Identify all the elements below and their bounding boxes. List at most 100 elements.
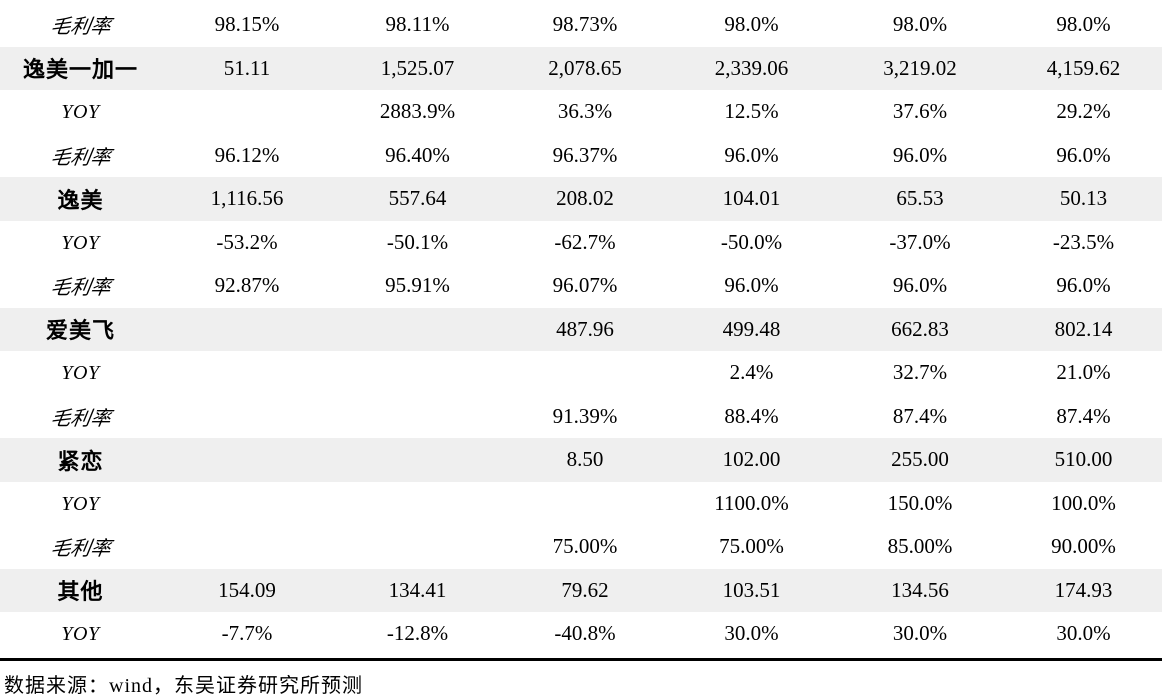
row-label-text: YOY [61, 362, 100, 385]
row-label: 其他 [0, 569, 161, 613]
cell-value [333, 482, 502, 526]
cell-value: 37.6% [892, 99, 948, 124]
cell-value: 21.0% [1056, 360, 1111, 385]
table-row: 毛利率 98.15% 98.11% 98.73% 98.0% 98.0% 98.0% [0, 3, 1162, 47]
cell-value: 1100.0% [714, 490, 789, 515]
cell-value: 174.93 [1054, 577, 1113, 602]
cell-value [502, 351, 668, 395]
cell-value: 96.40% [385, 142, 450, 167]
table-row: YOY -7.7% -12.8% -40.8% 30.0% 30.0% 30.0% [0, 612, 1162, 656]
cell-value [161, 308, 333, 352]
cell-value: -50.1% [386, 229, 449, 254]
row-label-text: 爱美飞 [45, 318, 115, 344]
row-label-text: 毛利率 [48, 146, 112, 169]
cell-value: 255.00 [891, 447, 949, 472]
cell-value: 96.12% [214, 142, 280, 167]
cell-value: 51.11 [223, 55, 271, 80]
cell-value [161, 438, 333, 482]
cell-value: 557.64 [388, 186, 447, 211]
cell-value: 208.02 [556, 186, 614, 211]
cell-value: 32.7% [892, 360, 948, 385]
cell-value: 8.50 [566, 447, 604, 472]
table-row: 逸美一加一 51.11 1,525.07 2,078.65 2,339.06 3,219.… [0, 46, 1162, 90]
cell-value: 36.3% [557, 99, 613, 124]
cell-value: 91.39% [552, 403, 618, 428]
row-label-text: YOY [61, 231, 100, 254]
table-row: YOY 2.4% 32.7% 21.0% [0, 351, 1162, 395]
cell-value: 2883.9% [379, 99, 456, 124]
cell-value: 134.56 [891, 577, 949, 602]
table-row: 毛利率 96.12% 96.40% 96.37% 96.0% 96.0% 96.0% [0, 134, 1162, 178]
cell-value: -23.5% [1052, 229, 1115, 254]
cell-value: 65.53 [896, 186, 944, 211]
row-label: 毛利率 [0, 395, 161, 439]
row-label: YOY [0, 482, 161, 526]
row-label-text: 毛利率 [48, 538, 112, 561]
cell-value [333, 395, 502, 439]
cell-value: 98.0% [724, 12, 779, 37]
cell-value: 96.07% [552, 273, 618, 298]
cell-value: 802.14 [1054, 316, 1113, 341]
cell-value: 1,116.56 [210, 186, 284, 211]
cell-value [161, 525, 333, 569]
cell-value [161, 351, 333, 395]
row-label: YOY [0, 221, 161, 265]
cell-value: 2,078.65 [548, 55, 622, 80]
cell-value: 4,159.62 [1046, 55, 1121, 80]
cell-value [333, 525, 502, 569]
row-label-text: 其他 [57, 579, 104, 605]
cell-value: 3,219.02 [883, 55, 957, 80]
cell-value: 154.09 [218, 577, 276, 602]
row-label: YOY [0, 351, 161, 395]
cell-value: 95.91% [385, 273, 450, 298]
cell-value: 102.00 [722, 447, 781, 472]
table-row: YOY 2883.9% 36.3% 12.5% 37.6% 29.2% [0, 90, 1162, 134]
row-label-text: 毛利率 [48, 16, 112, 39]
cell-value: 104.01 [722, 186, 781, 211]
cell-value: 98.0% [1056, 12, 1111, 37]
cell-value [161, 90, 333, 134]
cell-value: 499.48 [722, 316, 781, 341]
cell-value: 1,525.07 [380, 55, 455, 80]
row-label: 爱美飞 [0, 308, 161, 352]
cell-value: 88.4% [724, 403, 779, 428]
cell-value: 98.73% [552, 12, 618, 37]
cell-value: 12.5% [724, 99, 779, 124]
cell-value: 96.0% [1056, 273, 1111, 298]
cell-value: 90.00% [1051, 534, 1116, 559]
table-bottom-rule [0, 657, 1162, 661]
cell-value: 87.4% [892, 403, 948, 428]
row-label-text: YOY [61, 623, 100, 646]
table-row: 毛利率 92.87% 95.91% 96.07% 96.0% 96.0% 96.0% [0, 264, 1162, 308]
row-label: 毛利率 [0, 134, 161, 178]
cell-value: 92.87% [214, 273, 280, 298]
row-label: 毛利率 [0, 3, 161, 47]
cell-value [502, 482, 668, 526]
cell-value: 75.00% [719, 534, 784, 559]
cell-value: 100.0% [1051, 490, 1116, 515]
table-row: 其他 154.09 134.41 79.62 103.51 134.56 174.93 [0, 568, 1162, 613]
row-label: YOY [0, 90, 161, 134]
cell-value: -7.7% [221, 621, 273, 646]
data-source-note: 数据来源：wind，东吴证券研究所预测 [4, 674, 363, 697]
table-body: 毛利率 98.15% 98.11% 98.73% 98.0% 98.0% 98.0% 逸美一加… [0, 3, 1162, 656]
table-row: 毛利率 75.00% 75.00% 85.00% 90.00% [0, 525, 1162, 569]
table-row: 逸美 1,116.56 557.64 208.02 104.01 65.53 50.13 [0, 177, 1162, 221]
row-label: 毛利率 [0, 264, 161, 308]
cell-value: 29.2% [1056, 99, 1111, 124]
row-label-text: 毛利率 [48, 407, 112, 430]
cell-value: 150.0% [887, 490, 953, 515]
cell-value: 98.0% [892, 12, 948, 37]
cell-value: 96.0% [1056, 142, 1111, 167]
cell-value: 510.00 [1054, 447, 1113, 472]
cell-value: -50.0% [720, 229, 783, 254]
row-label-text: 紧恋 [57, 448, 104, 474]
cell-value [333, 351, 502, 395]
cell-value: 30.0% [724, 621, 779, 646]
row-label-text: 逸美 [57, 187, 104, 213]
cell-value: 75.00% [552, 534, 618, 559]
row-label-text: YOY [61, 101, 100, 124]
row-label: YOY [0, 612, 161, 656]
financial-forecast-table: 毛利率 98.15% 98.11% 98.73% 98.0% 98.0% 98.0% 逸美一加… [0, 3, 1162, 656]
